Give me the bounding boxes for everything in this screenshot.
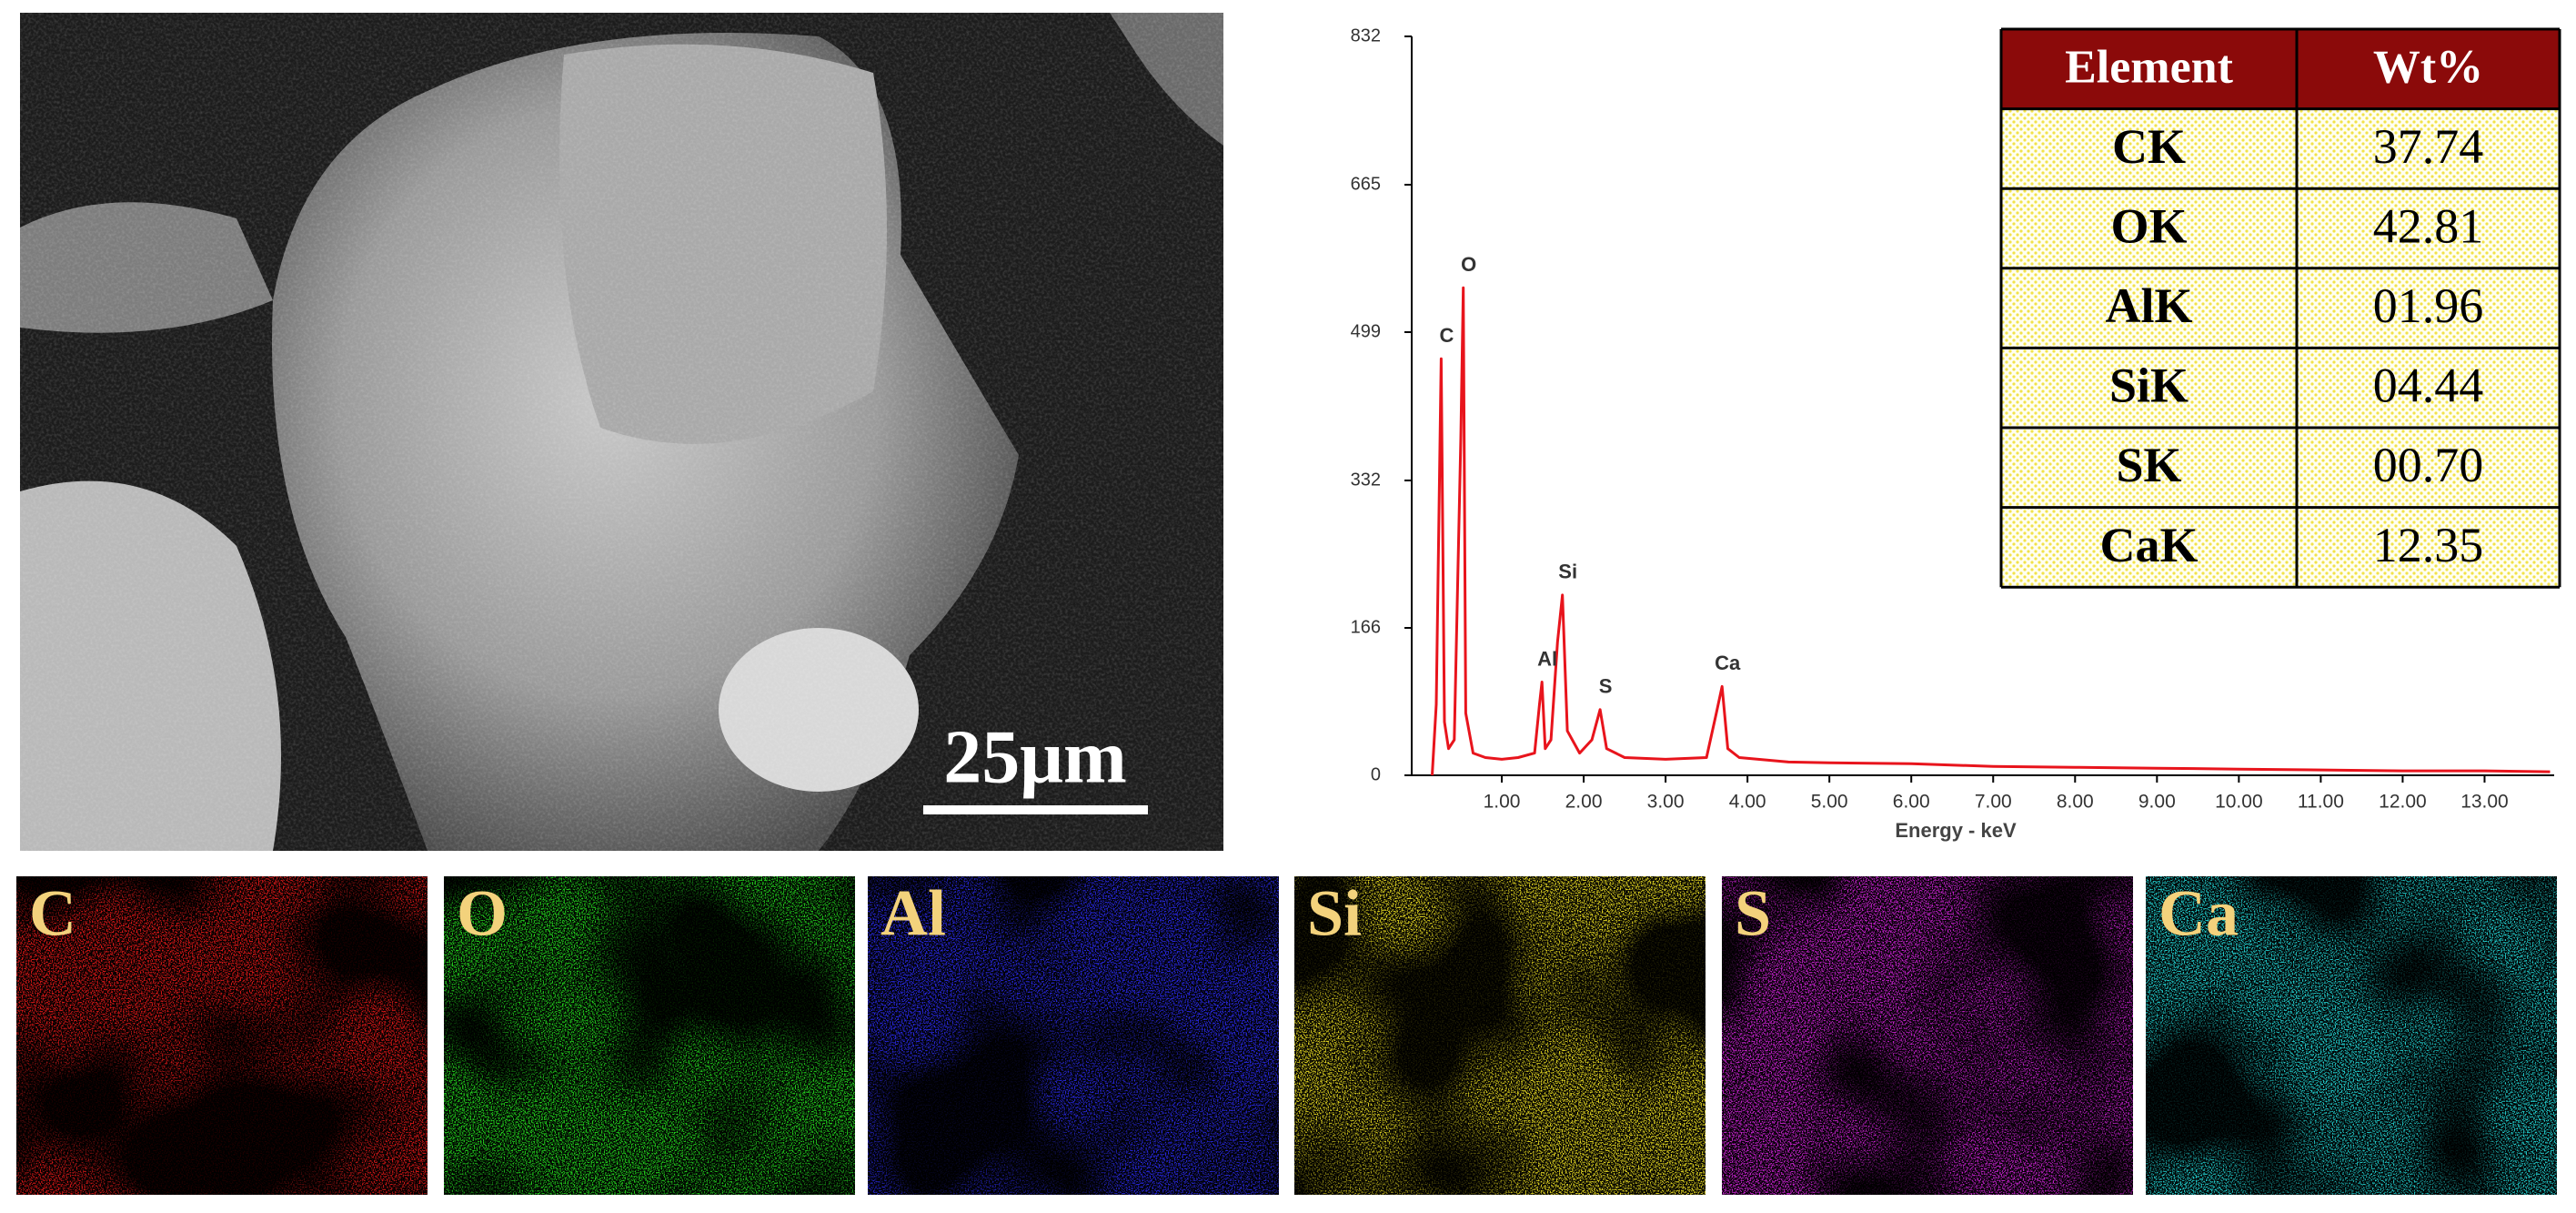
map-label: Si [1307,877,1362,950]
map-label: S [1735,877,1771,950]
x-tick-label: 1.00 [1484,792,1521,813]
value-cell: 00.70 [2373,438,2484,492]
map-signal [1722,876,2133,1195]
sem-grain [20,13,1223,851]
sem-image: 25μm [20,13,1223,851]
element-cell: AlK [2105,278,2192,333]
y-tick-label: 166 [1351,617,1381,637]
x-tick-label: 12.00 [2379,792,2427,813]
y-tick-label: 332 [1351,470,1381,490]
element-cell: SK [2116,438,2181,492]
value-cell: 42.81 [2373,198,2484,253]
y-tick-label: 665 [1351,174,1381,194]
peak-label: O [1461,253,1476,276]
x-tick-label: 3.00 [1647,792,1685,813]
map-signal [2146,876,2557,1195]
x-tick-label: 9.00 [2138,792,2176,813]
map-signal [16,876,428,1195]
element-map: C [16,876,428,1195]
peak-label: Si [1558,561,1577,583]
map-signal [444,876,855,1195]
x-tick-label: 6.00 [1893,792,1930,813]
spectrum-line [1431,286,2551,776]
element-maps: C O Al Si S Ca [16,876,2557,1195]
header-cell: Element [2065,42,2234,94]
peak-label: Al [1537,647,1557,670]
element-map: Al [868,876,1279,1195]
map-signal [868,876,1279,1195]
x-tick-label: 13.00 [2460,792,2509,813]
x-tick-label: 4.00 [1729,792,1766,813]
spectrum: 0 166 332 499 665 832 1.00 2.00 3.00 4.00 5.00 6.00… [1351,25,2554,842]
element-cell: CaK [2100,518,2199,572]
map-label: Al [880,877,946,950]
x-tick-label: 8.00 [2057,792,2094,813]
peak-label: S [1599,675,1613,698]
value-cell: 04.44 [2373,359,2484,413]
value-cell: 01.96 [2373,278,2484,333]
element-cell: CK [2112,119,2186,174]
map-label: C [29,877,76,950]
y-tick-label: 0 [1371,764,1381,784]
peak-label: Ca [1715,652,1741,674]
x-tick-label: 2.00 [1565,792,1603,813]
x-tick-label: 11.00 [2298,792,2344,813]
map-signal [1294,876,1706,1195]
element-map: S [1722,876,2133,1195]
y-tick-label: 499 [1351,321,1381,341]
value-cell: 12.35 [2373,518,2484,572]
header-row [2001,29,2560,109]
y-tick-label: 832 [1351,25,1381,45]
element-map: Ca [2146,876,2557,1195]
element-cell: OK [2110,198,2187,253]
peak-label: C [1439,324,1454,347]
x-tick-label: 5.00 [1811,792,1848,813]
value-cell: 37.74 [2373,119,2484,174]
header-cell: Wt% [2373,42,2483,94]
x-tick-label: 10.00 [2215,792,2263,813]
element-cell: SiK [2109,359,2189,413]
x-axis-label: Energy - keV [1895,819,2017,842]
composition-table: Element Wt% CK 37.74 OK 42.81 AlK 01.96 SiK 04.44… [1999,27,2561,589]
element-map: Si [1294,876,1706,1195]
scale-bar-label: 25μm [943,714,1127,799]
element-map: O [444,876,855,1195]
map-label: O [457,877,508,950]
map-label: Ca [2158,877,2239,950]
x-tick-label: 7.00 [1975,792,2012,813]
